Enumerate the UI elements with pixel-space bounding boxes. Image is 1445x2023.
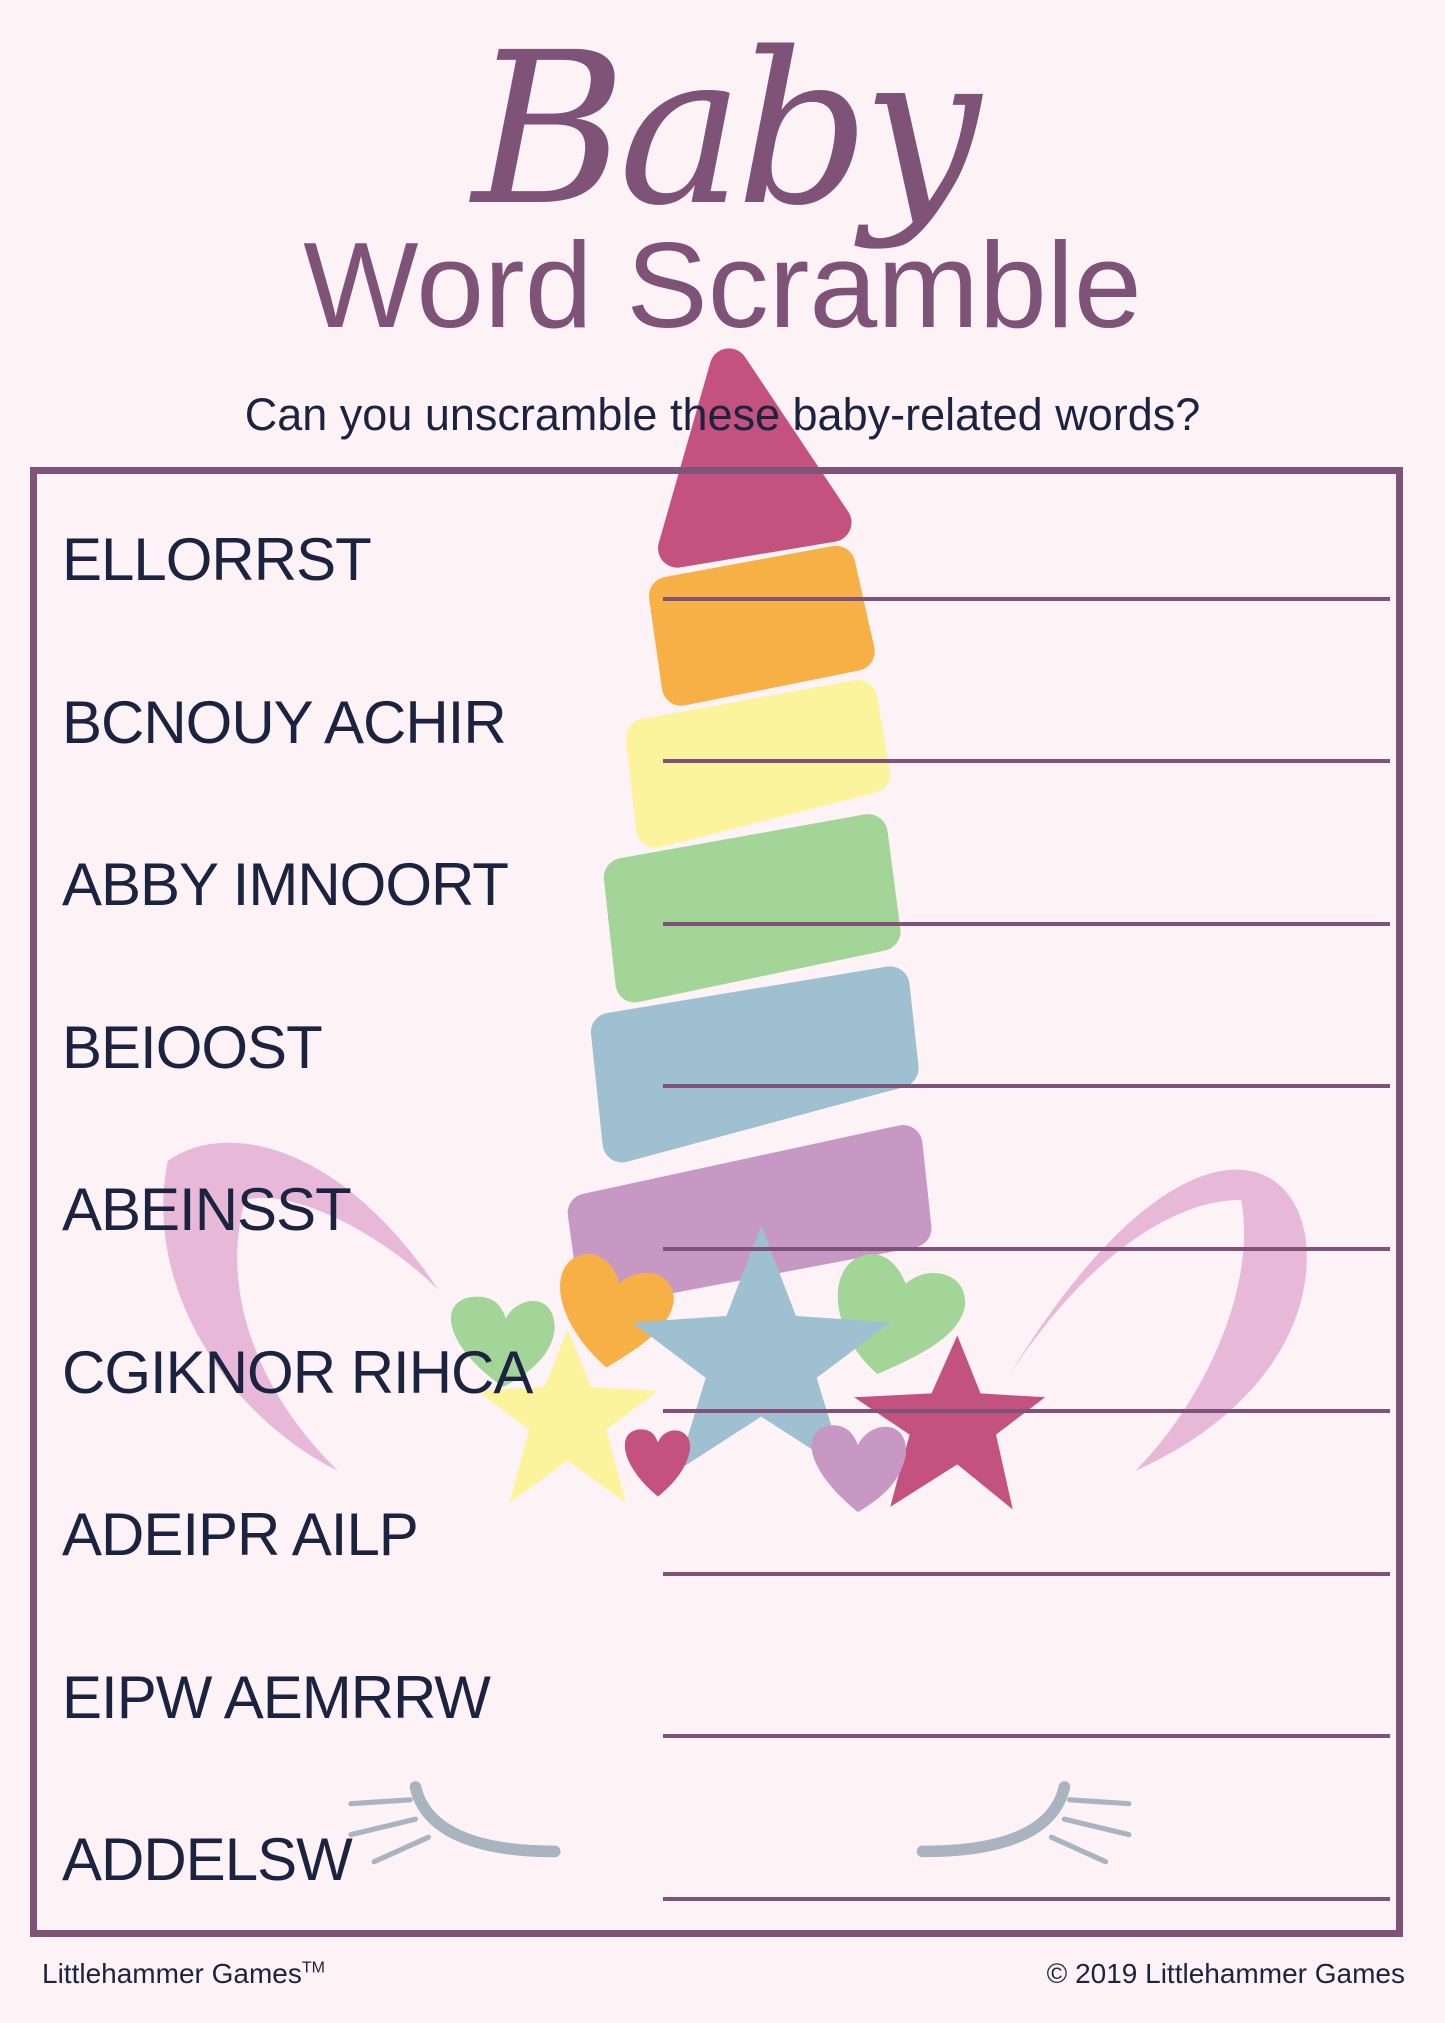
- answer-line[interactable]: [663, 1734, 1390, 1738]
- scrambled-word: ADEIPR AILP: [62, 1501, 419, 1568]
- page-title: Word Scramble: [303, 217, 1142, 353]
- scrambled-word: ELLORRST: [62, 526, 372, 593]
- answer-line[interactable]: [663, 922, 1390, 926]
- heart-icon: [450, 1254, 966, 1387]
- script-title: Baby: [472, 7, 981, 252]
- left-ear-icon: [163, 1142, 439, 1471]
- right-ear-icon: [1006, 1169, 1307, 1471]
- scrambled-word: CGIKNOR RIHCA: [62, 1339, 533, 1406]
- answer-line[interactable]: [663, 759, 1390, 763]
- scrambled-word: ABBY IMNOORT: [62, 851, 509, 918]
- horn-icon: [567, 348, 932, 1307]
- small-heart-icon: [624, 1425, 906, 1513]
- trademark: TM: [301, 1959, 325, 1977]
- answer-line[interactable]: [663, 1247, 1390, 1251]
- scrambled-word: EIPW AEMRRW: [62, 1664, 491, 1731]
- answer-line[interactable]: [663, 597, 1390, 601]
- scrambled-word: ADDELSW: [62, 1826, 353, 1893]
- footer-copyright: © 2019 Littlehammer Games: [1046, 1958, 1405, 1989]
- answer-line[interactable]: [663, 1897, 1390, 1901]
- scrambled-word: ABEINSST: [62, 1176, 352, 1243]
- scrambled-word: BCNOUY ACHIR: [62, 689, 507, 756]
- eyelash-icon: [348, 1781, 1132, 1865]
- puzzle-frame: [30, 467, 1403, 1937]
- brand-name: Littlehammer Games: [42, 1958, 302, 1989]
- instructions: Can you unscramble these baby-related wo…: [244, 389, 1201, 440]
- answer-line[interactable]: [663, 1409, 1390, 1413]
- answer-line[interactable]: [663, 1572, 1390, 1576]
- answer-line[interactable]: [663, 1084, 1390, 1088]
- scrambled-word: BEIOOST: [62, 1014, 323, 1081]
- footer-brand: Littlehammer GamesTM: [42, 1958, 325, 1990]
